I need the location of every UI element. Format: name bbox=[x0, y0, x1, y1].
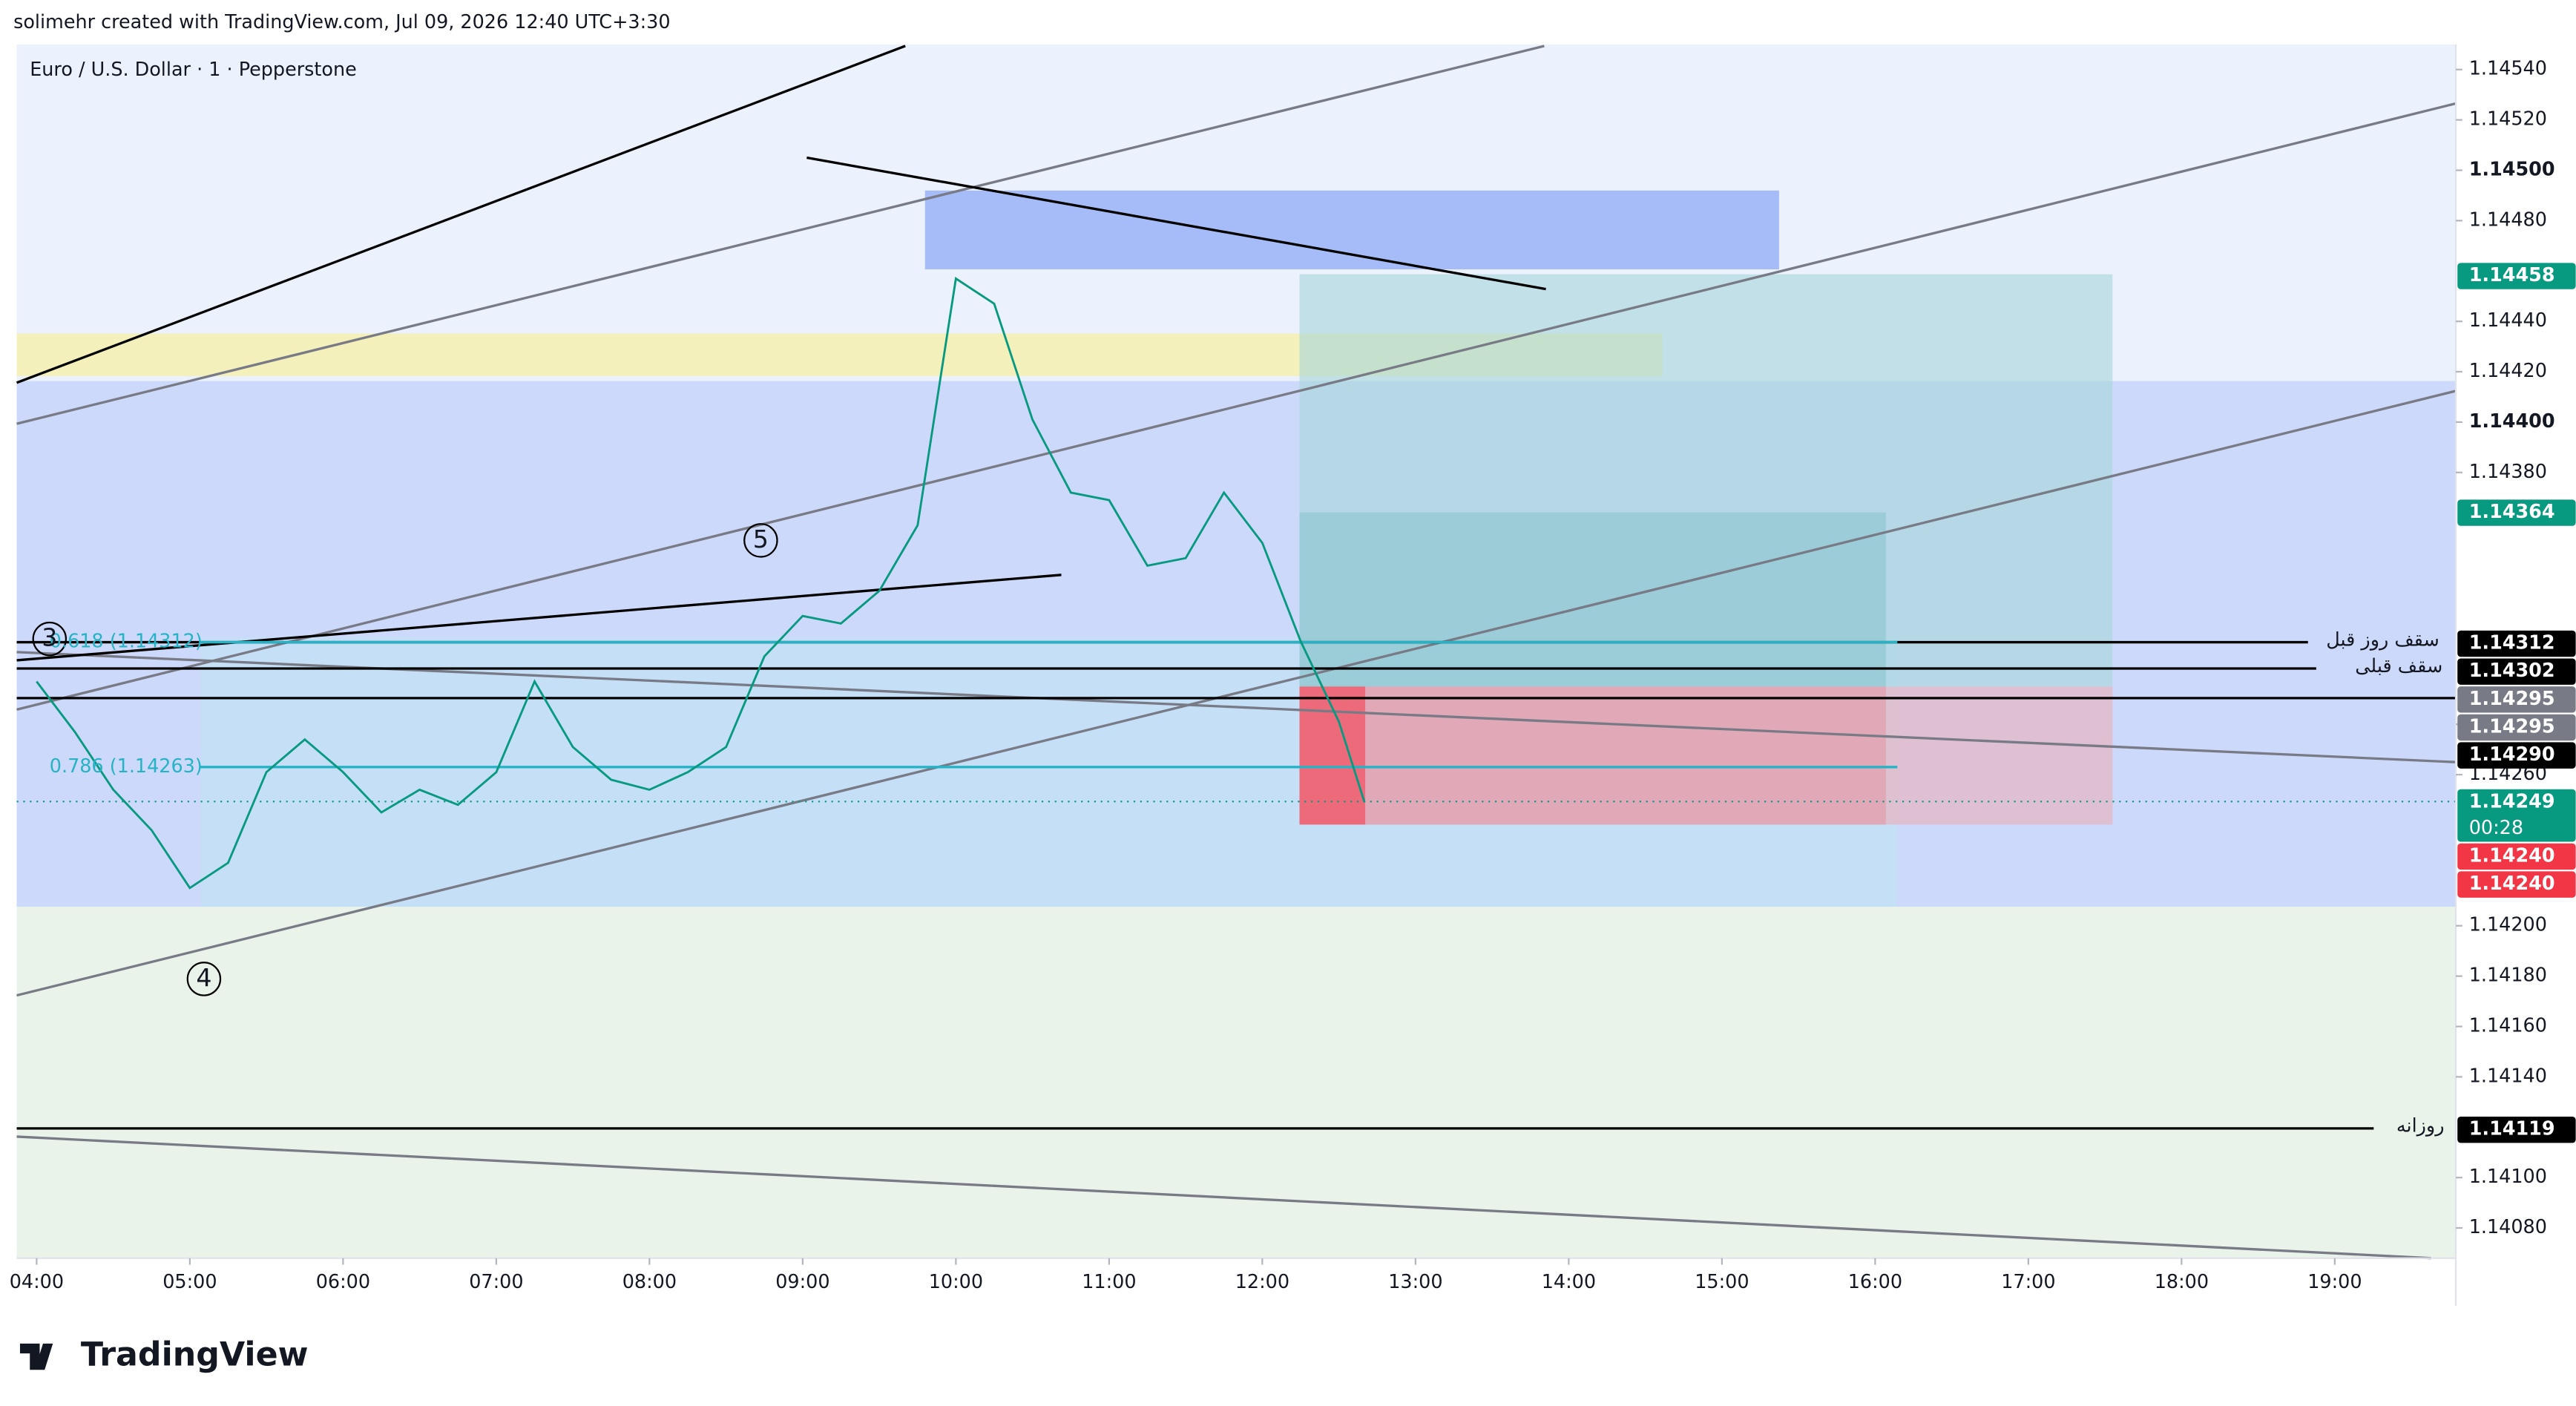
y-tick-label: 1.14420 bbox=[2469, 360, 2547, 382]
y-tick-label: 1.14140 bbox=[2469, 1065, 2547, 1087]
annotation: 0.618 (1.14312) bbox=[50, 631, 203, 653]
position bbox=[1299, 686, 1886, 825]
price-tag: 1.14240 bbox=[2457, 843, 2576, 870]
x-tick-label: 04:00 bbox=[10, 1271, 64, 1293]
y-tick-label: 1.14100 bbox=[2469, 1166, 2547, 1188]
price-tag-box bbox=[2457, 686, 2576, 713]
price-tag-box bbox=[2457, 630, 2576, 657]
x-tick-label: 15:00 bbox=[1695, 1271, 1749, 1293]
x-tick-label: 11:00 bbox=[1082, 1271, 1136, 1293]
price-tag-label: 1.14290 bbox=[2469, 743, 2555, 766]
price-tag: 1.14302 bbox=[2457, 658, 2576, 685]
wave-circle bbox=[186, 962, 222, 996]
y-tick-label: 1.14480 bbox=[2469, 208, 2547, 231]
price-tag: 1.14295 bbox=[2457, 686, 2576, 713]
x-tick-label: 13:00 bbox=[1388, 1271, 1442, 1293]
price-tag: 1.14240 bbox=[2457, 871, 2576, 898]
y-tick-label: 1.14200 bbox=[2469, 914, 2547, 936]
price-tag-box bbox=[2457, 843, 2576, 870]
x-tick-label: 07:00 bbox=[469, 1271, 523, 1293]
symbol-title: Euro / U.S. Dollar · 1 · Pepperstone bbox=[30, 59, 357, 81]
price-tag: 1.14290 bbox=[2457, 742, 2576, 769]
wave-circle bbox=[32, 621, 68, 657]
x-tick-label: 06:00 bbox=[316, 1271, 370, 1293]
logo-icon bbox=[19, 1343, 53, 1370]
price-tag-box bbox=[2457, 714, 2576, 741]
channel-line bbox=[16, 45, 1545, 425]
price-tag-label: 1.14119 bbox=[2469, 1118, 2555, 1140]
x-tick-label: 17:00 bbox=[2001, 1271, 2055, 1293]
price-tag-label: 1.14458 bbox=[2469, 264, 2555, 286]
price-tag: 1.14364 bbox=[2457, 499, 2576, 526]
price-tag-box bbox=[2457, 499, 2576, 526]
zone bbox=[16, 907, 2457, 1258]
price-tag: 1.14312 bbox=[2457, 630, 2576, 657]
price-line bbox=[36, 277, 1366, 890]
y-tick-label: 1.14160 bbox=[2469, 1014, 2547, 1037]
x-tick-label: 09:00 bbox=[775, 1271, 829, 1293]
annotation: سقف قبلی bbox=[2355, 655, 2442, 677]
annotation: 5 bbox=[753, 525, 769, 553]
price-tag-box bbox=[2457, 789, 2576, 842]
y-tick-label: 1.14380 bbox=[2469, 461, 2547, 483]
y-tick-label: 1.14540 bbox=[2469, 58, 2547, 80]
trend-line bbox=[16, 45, 906, 384]
price-tag-label: 1.14364 bbox=[2469, 501, 2555, 523]
x-tick-label: 05:00 bbox=[162, 1271, 217, 1293]
price-tag-box bbox=[2457, 742, 2576, 769]
price-tag-label: 1.14249 bbox=[2469, 790, 2555, 812]
price-tag: 1.14295 bbox=[2457, 714, 2576, 741]
wave-circle bbox=[743, 523, 778, 558]
price-tag-box bbox=[2457, 263, 2576, 289]
price-tag-box bbox=[2457, 871, 2576, 898]
x-tick-label: 12:00 bbox=[1235, 1271, 1289, 1293]
annotation: 0.786 (1.14263) bbox=[50, 755, 203, 778]
x-tick-label: 10:00 bbox=[929, 1271, 983, 1293]
drawings bbox=[16, 44, 2457, 1260]
price-tag-label: 1.14295 bbox=[2469, 715, 2555, 738]
annotation: 3 bbox=[42, 623, 57, 652]
y-tick-label: 1.14180 bbox=[2469, 965, 2547, 987]
channel-line bbox=[16, 651, 2457, 763]
y-tick-label: 1.14520 bbox=[2469, 108, 2547, 131]
y-tick-label: 1.14500 bbox=[2469, 158, 2555, 180]
channel-line bbox=[16, 1135, 2431, 1260]
y-tick-label: 1.14440 bbox=[2469, 309, 2547, 332]
channel-line bbox=[16, 390, 2457, 997]
annotation: سقف روز قبل bbox=[2326, 628, 2439, 651]
price-tag-label: 1.14312 bbox=[2469, 632, 2555, 654]
price-tag: 1.14119 bbox=[2457, 1116, 2576, 1143]
y-tick-label: 1.14400 bbox=[2469, 410, 2555, 433]
price-tag-label: 1.14240 bbox=[2469, 844, 2555, 867]
price-tag: 1.14458 bbox=[2457, 263, 2576, 289]
trend-line bbox=[16, 574, 1062, 662]
channel-line bbox=[16, 102, 2457, 711]
price-tag-label: 1.14295 bbox=[2469, 688, 2555, 710]
x-tick-label: 18:00 bbox=[2155, 1271, 2209, 1293]
annotation: روزانه bbox=[2396, 1115, 2445, 1137]
x-tick-label: 16:00 bbox=[1848, 1271, 1902, 1293]
price-tag-countdown: 00:28 bbox=[2469, 817, 2523, 839]
price-tag-label: 1.14302 bbox=[2469, 660, 2555, 682]
price-tag-box bbox=[2457, 658, 2576, 685]
price-tag: 1.14249 00:28 bbox=[2457, 789, 2576, 842]
logo-text: TradingView bbox=[81, 1336, 309, 1374]
x-tick-label: 08:00 bbox=[622, 1271, 677, 1293]
price-tag-label: 1.14240 bbox=[2469, 873, 2555, 895]
x-tick-label: 14:00 bbox=[1542, 1271, 1596, 1293]
logo: TradingView bbox=[19, 1336, 309, 1374]
y-tick-label: 1.14080 bbox=[2469, 1216, 2547, 1238]
header: solimehr created with TradingView.com, J… bbox=[13, 11, 670, 33]
price-tag-box bbox=[2457, 1116, 2576, 1143]
annotation: 4 bbox=[196, 963, 211, 992]
x-tick-label: 19:00 bbox=[2307, 1271, 2362, 1293]
trend-line bbox=[806, 156, 1546, 291]
